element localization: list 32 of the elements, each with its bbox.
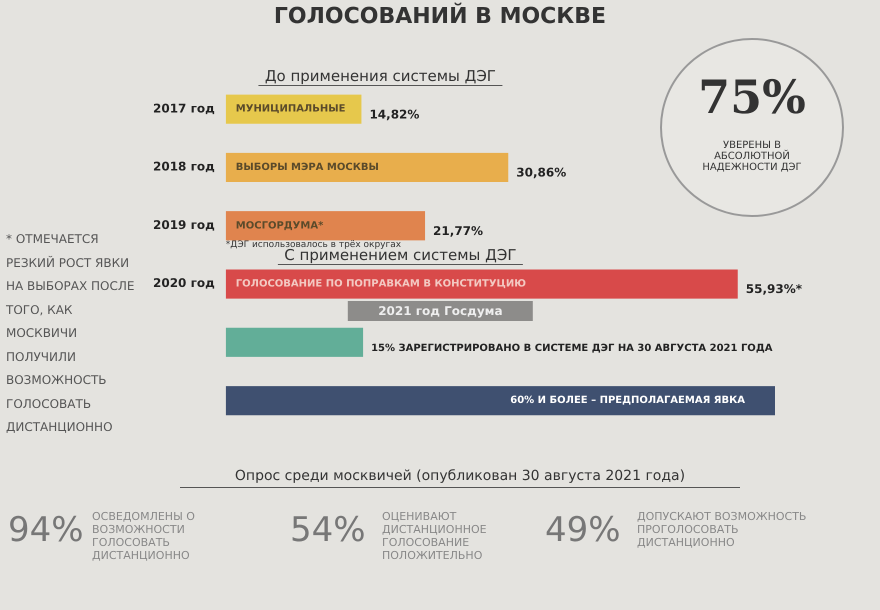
data-label: 30,86% xyxy=(516,166,566,180)
data-label: 60% И БОЛЕЕ – ПРЕДПОЛАГАЕМАЯ ЯВКА xyxy=(510,395,746,406)
text: 54% xyxy=(290,510,366,550)
bar xyxy=(226,152,508,182)
bar xyxy=(226,269,738,299)
annotation: МУНИЦИПАЛЬНЫЕ xyxy=(236,104,346,115)
bar xyxy=(226,386,775,416)
annotation: ГОЛОСОВАНИЕ ПО ПОПРАВКАМ В КОНСТИТУЦИЮ xyxy=(236,278,526,290)
y-tick-label: 2020 год xyxy=(153,276,216,290)
text: Опрос среди москвичей (опубликован 30 августа 2021 года) xyxy=(180,468,740,488)
y-tick-label: 2019 год xyxy=(153,218,216,232)
annotation: До применения системы ДЭГ xyxy=(258,67,502,86)
y-tick-label: 2018 год xyxy=(153,160,216,174)
text: * ОТМЕЧАЕТСЯ РЕЗКИЙ РОСТ ЯВКИ НА ВЫБОРАХ ПОСЛЕ ТОГО, КАК МОСКВИЧИ ПОЛУЧИЛИ ВОЗМОЖНОСТЬ ГОЛОСОВАТЬ ДИСТАНЦИОННО xyxy=(6,232,134,434)
text: ОСВЕДОМЛЕНЫ О ВОЗМОЖНОСТИ ГОЛОСОВАТЬ ДИСТАНЦИОННО xyxy=(92,510,196,562)
text: ДОПУСКАЮТ ВОЗМОЖНОСТЬ ПРОГОЛОСОВАТЬ ДИСТАНЦИОННО xyxy=(637,510,807,549)
data-label: 55,93%* xyxy=(746,282,803,296)
annotation: 75% xyxy=(697,70,807,124)
annotation: ВЫБОРЫ МЭРА МОСКВЫ xyxy=(236,162,379,174)
annotation: МОСГОРДУМА* xyxy=(236,220,324,232)
text: ОЦЕНИВАЮТ ДИСТАНЦИОННОЕ ГОЛОСОВАНИЕ ПОЛОЖИТЕЛЬНО xyxy=(382,510,487,562)
heading-box: 2021 год Госдума xyxy=(348,301,533,322)
data-label: 15% ЗАРЕГИСТРИРОВАНО В СИСТЕМЕ ДЭГ НА 30 АВГУСТА 2021 ГОДА xyxy=(371,342,773,354)
chart-title: ГОЛОСОВАНИЙ В МОСКВЕ xyxy=(272,4,608,29)
bar xyxy=(226,328,364,357)
text: 49% xyxy=(545,510,621,550)
annotation: УВЕРЕНЫ В АБСОЛЮТНОЙ НАДЕЖНОСТИ ДЭГ xyxy=(701,140,803,173)
bar xyxy=(226,211,426,240)
y-tick-label: 2017 год xyxy=(153,101,216,116)
data-label: 21,77% xyxy=(433,224,484,238)
text: 94% xyxy=(8,510,84,550)
data-label: 14,82% xyxy=(369,107,420,122)
